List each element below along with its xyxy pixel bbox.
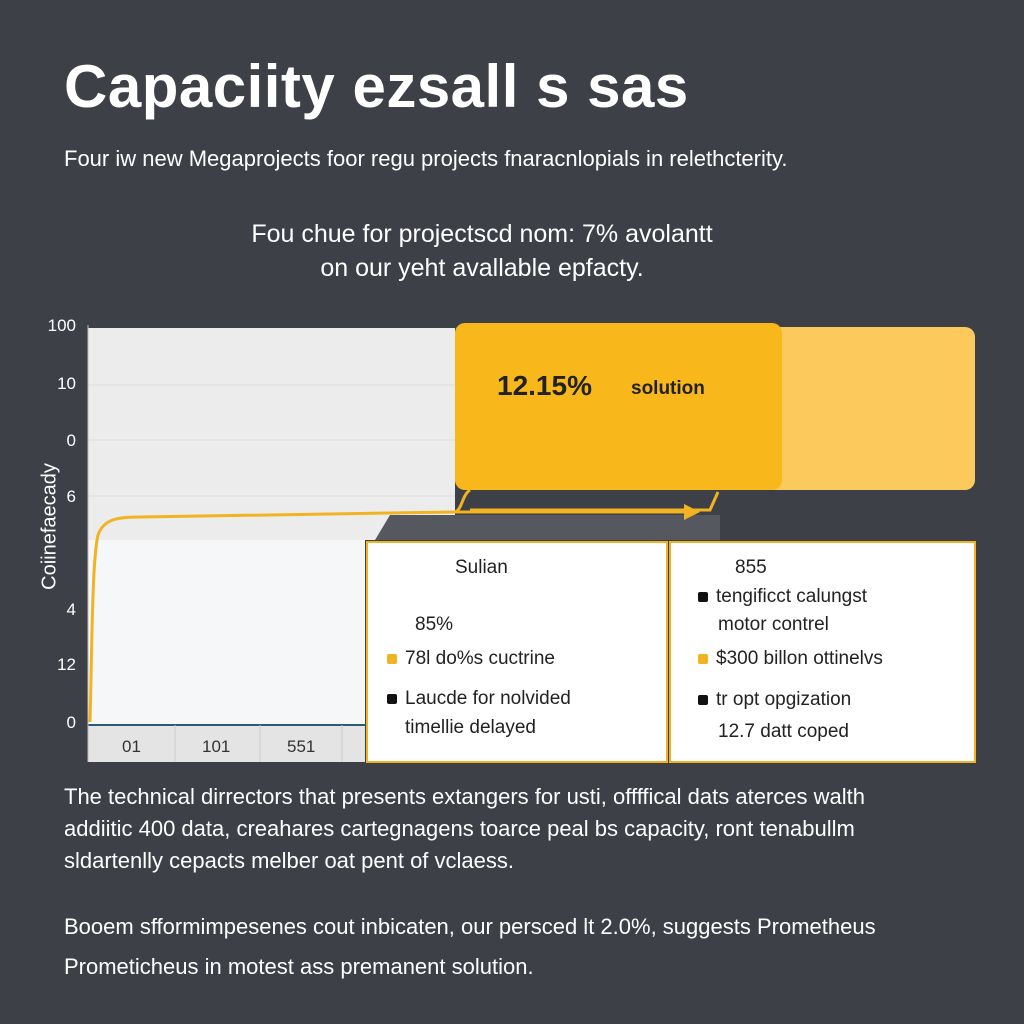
card-item: tr opt opgization bbox=[698, 689, 851, 711]
connector bbox=[470, 491, 720, 512]
paragraph-line: addiitic 400 data, creahares cartegnagen… bbox=[64, 816, 855, 841]
highlight-box bbox=[455, 323, 782, 490]
item-text: tr opt opgization bbox=[716, 689, 852, 710]
card-item: 12.7 datt coped bbox=[718, 721, 849, 742]
paragraph-line: The technical dirrectors that presents e… bbox=[64, 784, 865, 809]
card-item: 78l do%s cuctrine bbox=[387, 648, 555, 670]
card bbox=[669, 541, 976, 763]
card-heading: Sulian bbox=[455, 557, 508, 578]
y-tick: 4 bbox=[66, 600, 76, 619]
panel bbox=[88, 328, 455, 540]
item-text: 78l do%s cuctrine bbox=[405, 648, 555, 669]
y-label: Coiinefaecady bbox=[38, 463, 61, 590]
card-item: timellie delayed bbox=[405, 717, 536, 738]
y-tick: 0 bbox=[66, 431, 76, 450]
connector bbox=[88, 488, 690, 723]
arrow-head bbox=[684, 504, 700, 520]
y-tick: 10 bbox=[57, 374, 76, 393]
item-text: Laucde for nolvided bbox=[405, 688, 571, 709]
card-item: Laucde for nolvided bbox=[387, 688, 571, 710]
x-tick: 101 bbox=[202, 737, 231, 756]
y-tick: 100 bbox=[47, 316, 76, 335]
note-line: Fou chue for projectscd nom: 7% avolantt bbox=[251, 220, 713, 248]
paragraph-line: Prometicheus in motest ass premanent sol… bbox=[64, 954, 534, 979]
card-item: tengificct calungst bbox=[698, 586, 867, 608]
note-line: on our yeht avallable epfacty. bbox=[320, 254, 644, 282]
card-item: motor contrel bbox=[718, 614, 829, 635]
shadow-band bbox=[375, 515, 720, 540]
x-ticks bbox=[174, 725, 343, 762]
subtitle: Four iw new Megaprojects foor regu proje… bbox=[64, 146, 788, 171]
y-tick: 6 bbox=[66, 487, 76, 506]
card-value: 85% bbox=[415, 614, 454, 635]
x-tick: 551 bbox=[287, 737, 316, 756]
x-band bbox=[88, 725, 365, 762]
y-tick: 0 bbox=[66, 713, 76, 732]
paragraph-line: sldartenlly cepacts melber oat pent of v… bbox=[64, 848, 515, 873]
highlight-value: 12.15% bbox=[497, 370, 592, 401]
highlight-label: solution bbox=[631, 378, 705, 399]
title: Capaciity ezsall s sas bbox=[64, 53, 689, 120]
card-item: $300 billon ottinelvs bbox=[698, 648, 883, 670]
x-tick: 01 bbox=[122, 737, 141, 756]
card bbox=[366, 541, 668, 763]
panel bbox=[88, 540, 365, 725]
grid bbox=[88, 384, 455, 497]
y-tick: 12 bbox=[57, 655, 76, 674]
card-heading: 855 bbox=[735, 557, 767, 578]
box-light bbox=[760, 327, 975, 490]
item-text: $300 billon ottinelvs bbox=[716, 648, 883, 669]
item-text: tengificct calungst bbox=[716, 586, 868, 607]
paragraph-line: Booem sfformimpesenes cout inbicaten, ou… bbox=[64, 914, 876, 939]
